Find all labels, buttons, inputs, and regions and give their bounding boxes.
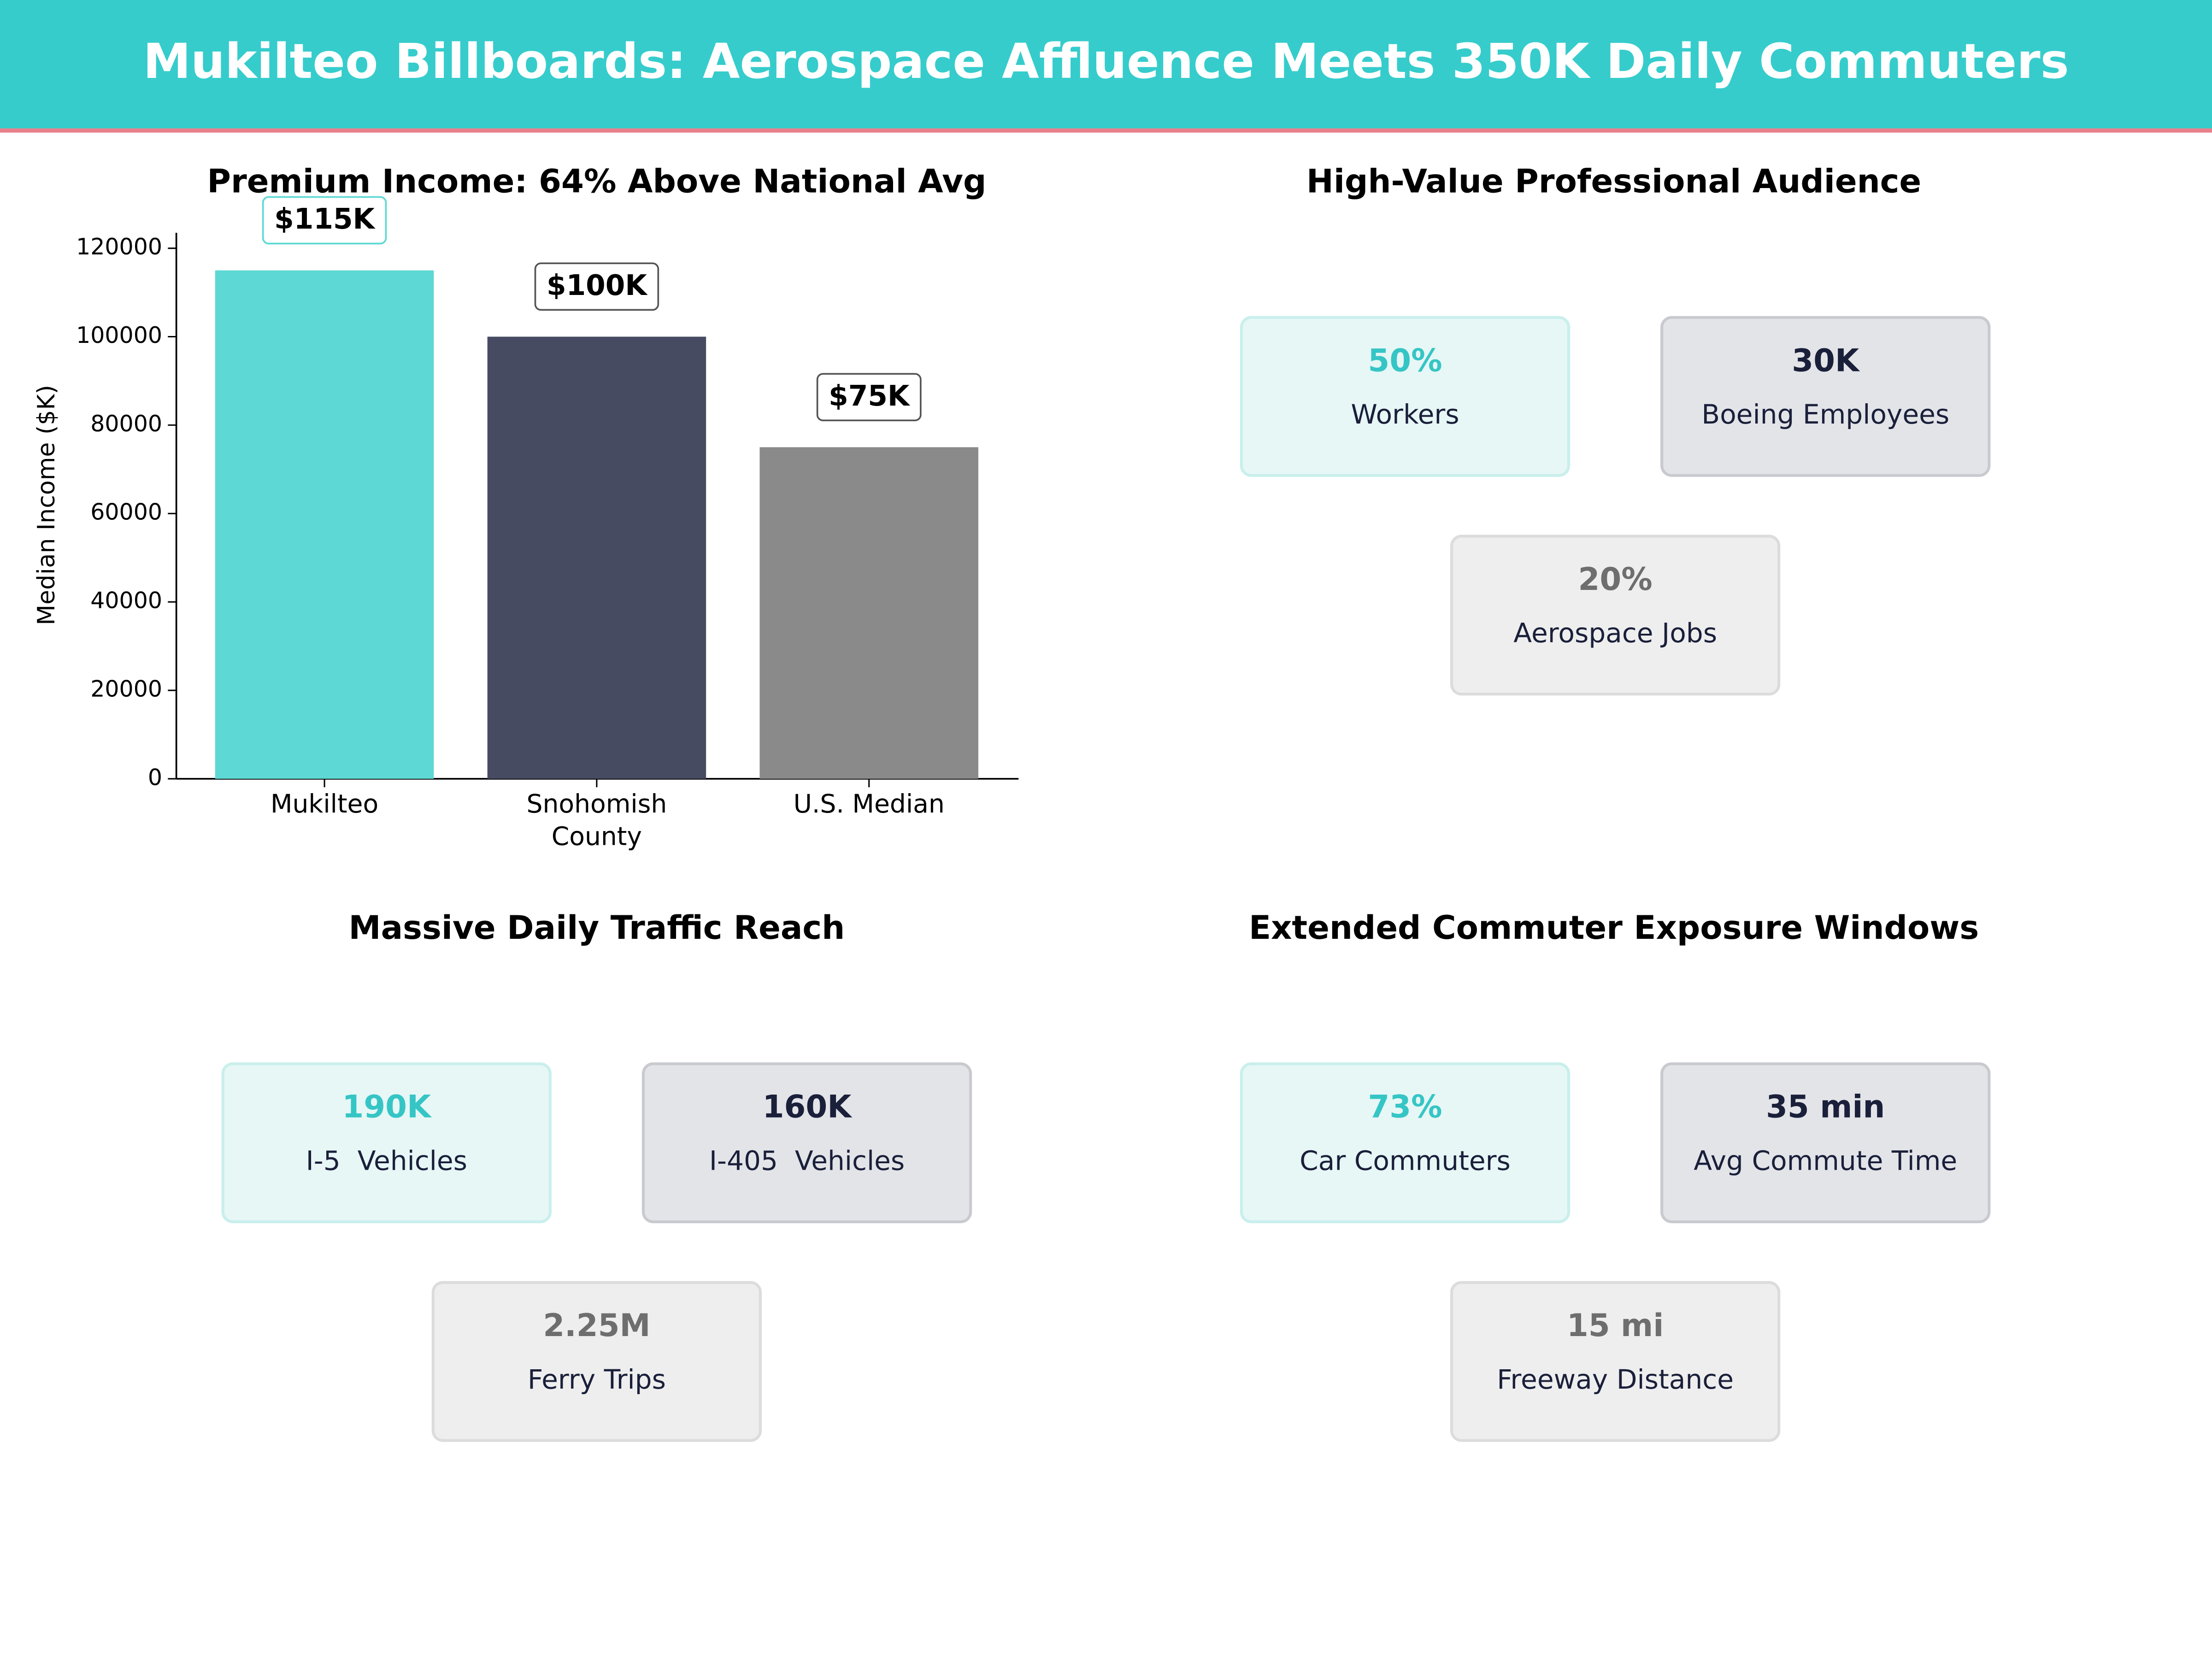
stat-card: 50% Workers [1240, 316, 1571, 477]
value-label: $75K [829, 380, 911, 412]
y-tick-label: 40000 [90, 588, 162, 614]
value-label-box [262, 196, 387, 245]
value-label: $115K [274, 203, 376, 236]
x-tick-label: Snohomish County [526, 789, 667, 851]
card-value: 30K [1792, 342, 1860, 378]
y-tick-label: 60000 [90, 499, 162, 525]
chart-title: Premium Income: 64% Above National Avg [207, 162, 986, 200]
y-tick-label: 0 [148, 764, 162, 790]
card-box [1660, 316, 1991, 477]
card-value: 2.25M [543, 1307, 650, 1343]
stat-card: 15 mi Freeway Distance [1450, 1281, 1781, 1442]
y-tick-label: 80000 [90, 411, 162, 437]
panel-title: High-Value Professional Audience [1306, 162, 1921, 200]
header-rule [0, 128, 2212, 133]
card-label: I-405 Vehicles [709, 1145, 905, 1177]
stat-card: 35 min Avg Commute Time [1660, 1062, 1991, 1224]
card-label: Avg Commute Time [1694, 1145, 1957, 1177]
bar [759, 447, 978, 779]
card-value: 160K [763, 1089, 853, 1125]
stat-card: 20% Aerospace Jobs [1450, 535, 1781, 696]
page-title: Mukilteo Billboards: Aerospace Affluence… [143, 33, 2069, 89]
value-label-group: $75K [816, 373, 922, 422]
card-value: 15 mi [1567, 1307, 1664, 1343]
card-box [1450, 1281, 1781, 1442]
card-box [431, 1281, 762, 1442]
card-box [1240, 316, 1571, 477]
stat-card: 30K Boeing Employees [1660, 316, 1991, 477]
y-tick-label: 120000 [76, 234, 162, 260]
card-value: 190K [342, 1089, 432, 1125]
x-tick-label: Mukilteo [271, 789, 378, 819]
y-tick-label: 100000 [76, 322, 162, 348]
bar [215, 270, 434, 779]
card-value: 35 min [1766, 1089, 1885, 1125]
x-tick-label: U.S. Median [794, 789, 945, 819]
bar [487, 336, 706, 779]
card-value: 20% [1578, 561, 1653, 597]
stat-card: 73% Car Commuters [1240, 1062, 1571, 1224]
panel-title: Extended Commuter Exposure Windows [1249, 909, 1979, 947]
card-label: Car Commuters [1300, 1145, 1511, 1177]
stat-card: 160K I-405 Vehicles [641, 1062, 972, 1224]
value-label-box [816, 373, 922, 422]
y-tick-label: 20000 [90, 676, 162, 702]
card-label: I-5 Vehicles [306, 1145, 467, 1177]
value-label: $100K [547, 269, 648, 302]
card-label: Boeing Employees [1701, 399, 1949, 430]
value-label-group: $100K [534, 262, 659, 311]
card-label: Freeway Distance [1497, 1364, 1734, 1395]
card-box [641, 1062, 972, 1224]
panel-title: Massive Daily Traffic Reach [349, 909, 845, 947]
card-label: Ferry Trips [528, 1364, 666, 1395]
value-label-box [534, 262, 659, 311]
card-box [221, 1062, 552, 1224]
card-label: Workers [1351, 399, 1459, 430]
stat-card: 2.25M Ferry Trips [431, 1281, 762, 1442]
card-box [1660, 1062, 1991, 1224]
card-value: 50% [1368, 342, 1442, 378]
card-box [1450, 535, 1781, 696]
stat-card: 190K I-5 Vehicles [221, 1062, 552, 1224]
header-bar [0, 0, 2212, 129]
value-label-group: $115K [262, 196, 387, 245]
card-value: 73% [1368, 1089, 1442, 1125]
card-label: Aerospace Jobs [1513, 618, 1717, 649]
y-axis-label: Median Income ($K) [33, 385, 60, 625]
card-box [1240, 1062, 1571, 1224]
